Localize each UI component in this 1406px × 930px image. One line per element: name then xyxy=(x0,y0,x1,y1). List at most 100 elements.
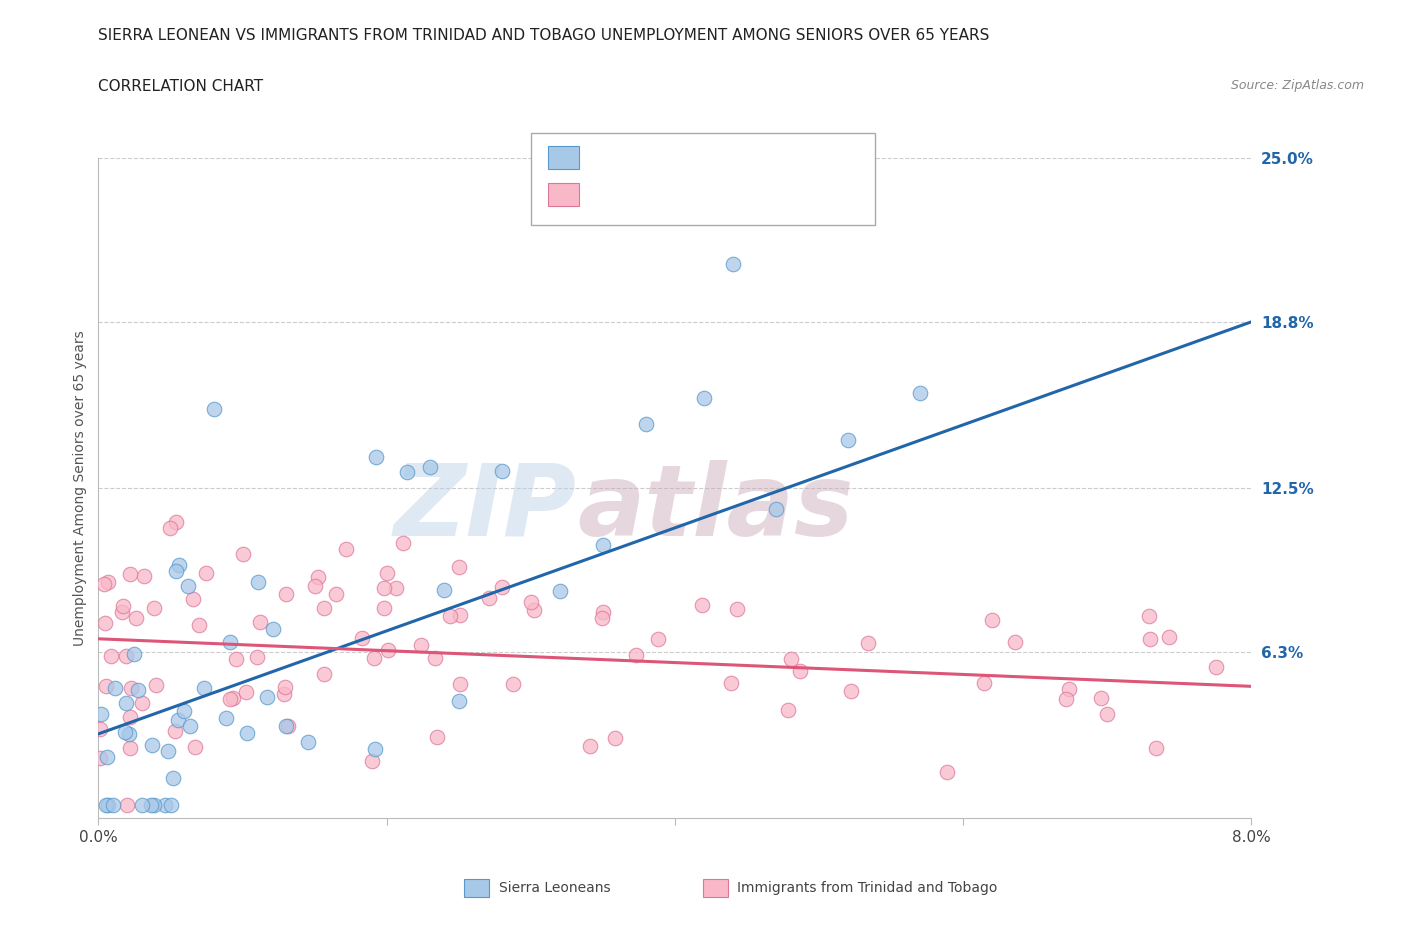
Point xyxy=(605,731,627,746)
Point xyxy=(385,580,408,595)
Text: ZIP: ZIP xyxy=(394,459,576,556)
Point xyxy=(159,521,181,536)
Point xyxy=(222,691,245,706)
Point xyxy=(235,726,257,741)
Point xyxy=(1139,631,1161,646)
Text: SIERRA LEONEAN VS IMMIGRANTS FROM TRINIDAD AND TOBAGO UNEMPLOYMENT AMONG SENIORS: SIERRA LEONEAN VS IMMIGRANTS FROM TRINID… xyxy=(98,28,990,43)
Point xyxy=(839,684,862,698)
Point xyxy=(141,737,163,752)
Point xyxy=(120,740,142,755)
Point xyxy=(104,681,127,696)
Point xyxy=(364,449,387,464)
Point xyxy=(364,741,387,756)
Point xyxy=(377,643,399,658)
Point xyxy=(591,610,613,625)
Point xyxy=(97,798,120,813)
Point xyxy=(392,536,415,551)
Point xyxy=(1144,741,1167,756)
Point xyxy=(433,583,456,598)
Point xyxy=(111,604,134,619)
Point xyxy=(449,607,471,622)
Point xyxy=(235,684,257,699)
Point xyxy=(120,680,142,695)
Point xyxy=(139,798,162,813)
Text: R = -0.134   N = 92: R = -0.134 N = 92 xyxy=(591,185,768,204)
Point xyxy=(1095,706,1118,721)
Text: Source: ZipAtlas.com: Source: ZipAtlas.com xyxy=(1230,79,1364,92)
Point xyxy=(262,621,284,636)
Point xyxy=(789,663,811,678)
Point xyxy=(1004,634,1026,649)
Point xyxy=(411,638,433,653)
Point xyxy=(249,614,271,629)
Point xyxy=(579,738,602,753)
Point xyxy=(692,597,714,612)
Point xyxy=(179,718,201,733)
Point xyxy=(491,580,513,595)
Point xyxy=(908,386,931,401)
Point xyxy=(780,651,803,666)
Point xyxy=(523,603,546,618)
Point xyxy=(193,681,215,696)
Point xyxy=(96,798,118,813)
Point xyxy=(274,587,297,602)
Point xyxy=(117,798,139,813)
Point xyxy=(419,459,441,474)
Point xyxy=(89,751,111,765)
Point xyxy=(1090,690,1112,705)
Point xyxy=(131,696,153,711)
Point xyxy=(361,753,384,768)
Point xyxy=(776,703,799,718)
Point xyxy=(447,693,470,708)
Point xyxy=(127,682,149,697)
Point xyxy=(163,724,186,738)
Point xyxy=(304,578,326,593)
Point xyxy=(449,676,471,691)
Point xyxy=(125,610,148,625)
Point xyxy=(176,578,198,593)
Point xyxy=(202,402,225,417)
Point xyxy=(1057,682,1080,697)
Point xyxy=(1205,660,1227,675)
Point xyxy=(195,565,218,580)
Point xyxy=(188,618,211,633)
Point xyxy=(981,613,1004,628)
Point xyxy=(153,798,176,813)
Point xyxy=(725,602,748,617)
Point xyxy=(96,750,118,764)
Point xyxy=(363,650,385,665)
Point xyxy=(93,577,115,591)
Point xyxy=(277,719,299,734)
Point xyxy=(218,634,240,649)
Text: Sierra Leoneans: Sierra Leoneans xyxy=(499,881,610,896)
Point xyxy=(115,696,138,711)
Point xyxy=(520,594,543,609)
Point xyxy=(721,257,744,272)
Point xyxy=(765,501,787,516)
Point xyxy=(219,691,242,706)
Point xyxy=(145,677,167,692)
Point xyxy=(1137,608,1160,623)
Point xyxy=(297,735,319,750)
Point xyxy=(936,764,959,779)
Point xyxy=(167,712,190,727)
Text: R =  0.590   N = 50: R = 0.590 N = 50 xyxy=(591,148,766,166)
Point xyxy=(837,432,859,447)
Point xyxy=(231,547,254,562)
Point xyxy=(375,565,398,580)
Point xyxy=(246,649,269,664)
Point xyxy=(89,722,111,737)
Point xyxy=(592,604,614,619)
Point xyxy=(115,648,138,663)
Point xyxy=(273,680,295,695)
Point xyxy=(636,417,658,432)
Point xyxy=(165,564,187,578)
Point xyxy=(373,601,395,616)
Point xyxy=(167,558,190,573)
Point xyxy=(162,770,184,785)
Point xyxy=(225,652,247,667)
Point xyxy=(423,650,446,665)
Point xyxy=(131,798,153,813)
Point xyxy=(502,676,524,691)
Point xyxy=(97,575,120,590)
